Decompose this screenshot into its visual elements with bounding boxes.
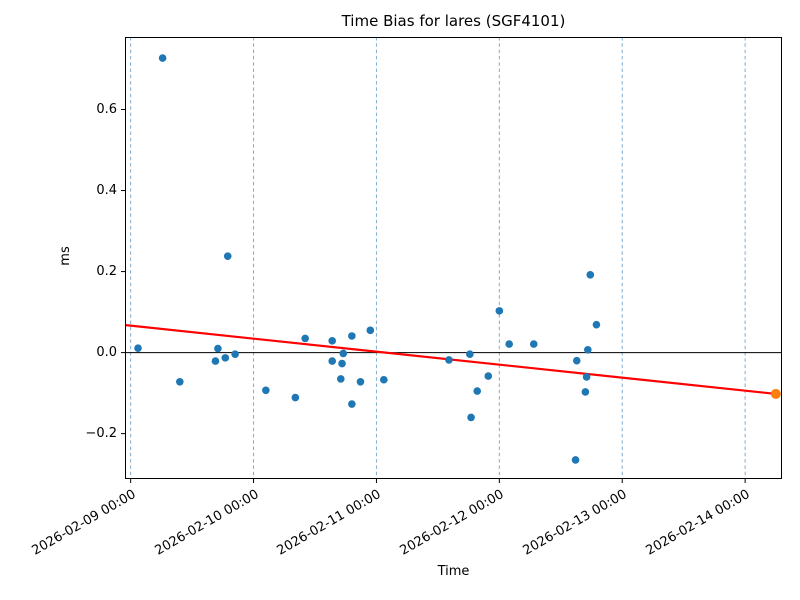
- time-bias-points: [466, 350, 474, 359]
- time-bias-points: [571, 456, 580, 464]
- x-axis-label: Time: [437, 564, 470, 579]
- time-bias-points: [214, 344, 222, 353]
- time-bias-points: [291, 393, 300, 402]
- time-bias-points: [338, 359, 346, 368]
- latest-point: [770, 388, 781, 399]
- time-bias-points: [529, 340, 538, 348]
- time-bias-points: [356, 377, 365, 386]
- y-tick-label: 0.2: [96, 263, 117, 279]
- plot-area: [125, 37, 782, 479]
- y-tick-label: 0.6: [96, 101, 117, 117]
- time-bias-points: [221, 354, 230, 362]
- time-bias-points: [231, 350, 239, 359]
- time-bias-points: [339, 349, 348, 358]
- time-bias-points: [348, 332, 356, 340]
- time-bias-points: [582, 373, 591, 381]
- time-bias-points: [380, 375, 388, 384]
- y-tick-label: −0.2: [85, 425, 117, 441]
- time-bias-points: [328, 337, 337, 345]
- time-bias-points: [262, 386, 270, 395]
- time-bias-points: [328, 357, 337, 365]
- time-bias-points: [211, 357, 220, 365]
- time-bias-points: [473, 387, 482, 395]
- time-bias-points: [158, 54, 167, 62]
- time-bias-points: [176, 377, 184, 386]
- time-bias-points: [572, 356, 581, 365]
- time-bias-points: [495, 307, 504, 315]
- time-bias-points: [134, 344, 142, 352]
- time-bias-points: [223, 252, 232, 260]
- time-bias-points: [445, 356, 453, 364]
- time-bias-points: [581, 388, 590, 396]
- time-bias-points: [592, 320, 601, 329]
- time-bias-points: [348, 400, 356, 408]
- time-bias-points: [467, 413, 475, 422]
- time-bias-points: [586, 271, 595, 279]
- chart-title: Time Bias for lares (SGF4101): [341, 12, 566, 30]
- y-tick-label: 0.0: [96, 344, 117, 360]
- time-bias-points: [337, 375, 345, 383]
- time-bias-points: [584, 345, 592, 354]
- time-bias-points: [366, 326, 375, 335]
- time-bias-points: [484, 372, 493, 380]
- time-bias-points: [505, 340, 513, 348]
- time-bias-points: [301, 334, 309, 343]
- y-tick-label: 0.4: [96, 182, 117, 198]
